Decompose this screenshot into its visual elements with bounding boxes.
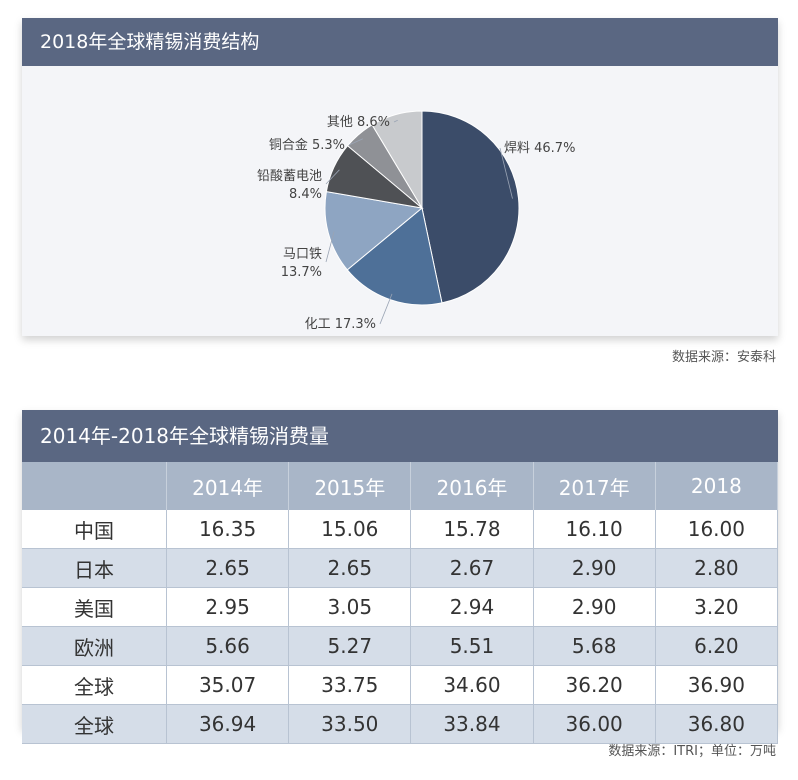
table-cell-value: 2.67: [410, 548, 534, 588]
table-row: 日本 2.65 2.65 2.67 2.90 2.80: [22, 548, 779, 588]
pie-leader-line-3: [325, 231, 335, 263]
table-source-note: 数据来源：ITRI；单位：万吨: [608, 744, 776, 759]
pie-slice-6: [371, 110, 423, 210]
table-row: 全球 36.94 33.50 33.84 36.00 36.80: [22, 704, 779, 744]
pie-slice-1: [421, 110, 520, 304]
table-row-region: 欧洲: [22, 626, 167, 666]
table-cell-value: 3.20: [655, 587, 779, 627]
table-cell-value: 5.66: [166, 626, 290, 666]
table-cell-value: 5.68: [533, 626, 656, 666]
table-cell-value: 36.90: [655, 665, 779, 705]
table-row-region: 全球: [22, 665, 167, 705]
table-row: 美国 2.95 3.05 2.94 2.90 3.20: [22, 587, 779, 627]
table-cell-value: 36.80: [655, 704, 779, 744]
table-cell-value: 36.00: [533, 704, 656, 744]
table-cell-value: 33.75: [288, 665, 412, 705]
table-header-row: 2014年 2015年 2016年 2017年 2018: [22, 462, 779, 510]
table-cell-value: 3.05: [288, 587, 412, 627]
table-panel: 2014年-2018年全球精锡消费量 2014年 2015年 2016年 2017年 2…: [22, 410, 779, 744]
pie-label-4: 铅酸蓄电池 8.4%: [257, 169, 322, 202]
table-row-region: 日本: [22, 548, 167, 588]
pie-label-3: 马口铁 13.7%: [281, 247, 322, 280]
pie-chart-title: 2018年全球精锡消费结构: [22, 18, 778, 66]
pie-slice-3: [324, 191, 424, 271]
table-title: 2014年-2018年全球精锡消费量: [22, 410, 778, 462]
table-row-region: 中国: [22, 510, 167, 549]
table-cell-value: 2.90: [533, 587, 656, 627]
table-cell-value: 16.10: [533, 510, 656, 549]
table-cell-value: 6.20: [655, 626, 779, 666]
table-cell-value: 2.65: [288, 548, 412, 588]
table-cell-value: 15.06: [288, 510, 412, 549]
pie-leader-line-1: [499, 147, 513, 199]
table-cell-value: 5.51: [410, 626, 534, 666]
pie-leader-line-6: [393, 119, 398, 123]
table-cell-value: 15.78: [410, 510, 534, 549]
pie-label-5: 铜合金 5.3%: [269, 137, 345, 153]
table-row-region: 全球: [22, 704, 167, 744]
table-cell-value: 36.20: [533, 665, 656, 705]
table-cell-value: 36.94: [166, 704, 290, 744]
pie-label-6: 其他 8.6%: [327, 115, 390, 130]
table-cell-value: 2.90: [533, 548, 656, 588]
table-row: 全球 35.07 33.75 34.60 36.20 36.90: [22, 665, 779, 705]
pie-chart-panel: 2018年全球精锡消费结构 焊料 46.7% 化工 17.3% 马口铁 13.7% 铅酸…: [22, 18, 778, 336]
table-cell-value: 5.27: [288, 626, 412, 666]
table-cell-value: 35.07: [166, 665, 290, 705]
pie-leader-line-4: [325, 169, 340, 185]
table-cell-value: 2.94: [410, 587, 534, 627]
pie-source-note: 数据来源：安泰科: [671, 350, 776, 365]
pie-label-1: 焊料 46.7%: [504, 140, 575, 156]
table-header-corner: [22, 462, 167, 510]
table-row: 欧洲 5.66 5.27 5.51 5.68 6.20: [22, 626, 779, 666]
pie-chart: 焊料 46.7% 化工 17.3% 马口铁 13.7% 铅酸蓄电池 8.4% 铜合金 5.3…: [257, 110, 575, 332]
table-cell-value: 2.95: [166, 587, 290, 627]
table-header-year: 2018: [655, 462, 779, 510]
table-header-year: 2014年: [166, 462, 290, 510]
table-header-year: 2015年: [288, 462, 412, 510]
pie-label-2: 化工 17.3%: [305, 317, 376, 332]
table-cell-value: 34.60: [410, 665, 534, 705]
table-cell-value: 16.35: [166, 510, 290, 549]
table-header-year: 2017年: [533, 462, 656, 510]
table-row: 中国 16.35 15.06 15.78 16.10 16.00: [22, 510, 779, 549]
consumption-table: 2014年 2015年 2016年 2017年 2018 中国 16.35 15.06 15.…: [22, 462, 779, 744]
pie-leader-line-2: [379, 293, 393, 325]
table-cell-value: 2.80: [655, 548, 779, 588]
table-cell-value: 33.84: [410, 704, 534, 744]
table-header-year: 2016年: [410, 462, 534, 510]
pie-leader-line-5: [348, 138, 364, 146]
table-cell-value: 16.00: [655, 510, 779, 549]
table-cell-value: 2.65: [166, 548, 290, 588]
table-cell-value: 33.50: [288, 704, 412, 744]
table-row-region: 美国: [22, 587, 167, 627]
